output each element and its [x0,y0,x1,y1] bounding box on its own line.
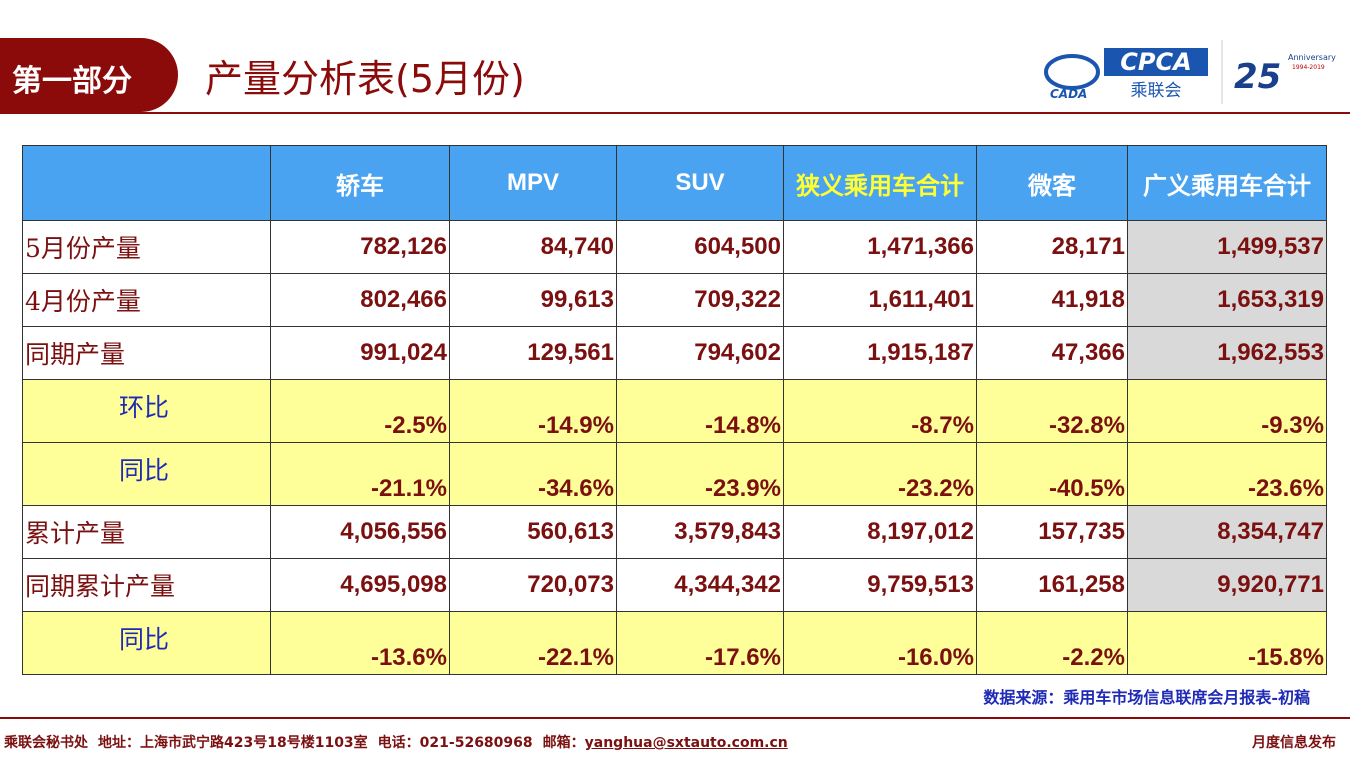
value-cell: -15.8% [1127,611,1327,675]
corner-cell [22,145,271,221]
row-label: 同期产量 [22,326,271,380]
column-header: 轿车 [270,145,450,221]
table-row: 同比 -13.6% -22.1% -17.6% -16.0% -2.2% -15.8% [22,611,1327,675]
value-cell: -17.6% [616,611,784,675]
footer-address: 地址：上海市武宁路423号18号楼1103室 [98,735,368,751]
value-cell: 709,322 [616,273,784,327]
value-cell: -9.3% [1127,379,1327,443]
table-row: 同比 -21.1% -34.6% -23.9% -23.2% -40.5% -23.6% [22,442,1327,506]
header-rule [0,112,1350,114]
value-cell: 794,602 [616,326,784,380]
row-label: 同比 [22,442,271,506]
value-cell: 9,759,513 [783,558,977,612]
value-cell: 4,056,556 [270,505,450,559]
section-label: 第一部分 [12,64,132,99]
value-cell: 802,466 [270,273,450,327]
row-label: 同期累计产量 [22,558,271,612]
logo-number: 25 [1234,57,1281,97]
value-cell: 8,354,747 [1127,505,1327,559]
footer-phone: 电话：021-52680968 [377,735,533,751]
value-cell: 47,366 [976,326,1128,380]
value-cell: -34.6% [449,442,617,506]
value-cell: 1,499,537 [1127,220,1327,274]
value-cell: -8.7% [783,379,977,443]
value-cell: -40.5% [976,442,1128,506]
value-cell: 4,344,342 [616,558,784,612]
table-row: 同期产量 991,024 129,561 794,602 1,915,187 47,366… [22,326,1327,380]
footer-org: 乘联会秘书处 [4,735,88,751]
value-cell: -23.2% [783,442,977,506]
value-cell: 1,611,401 [783,273,977,327]
page-title: 产量分析表(5月份) [205,57,525,101]
value-cell: 161,258 [976,558,1128,612]
row-label: 5月份产量 [22,220,271,274]
value-cell: 4,695,098 [270,558,450,612]
value-cell: -21.1% [270,442,450,506]
section-tab: 第一部分 [0,38,178,112]
value-cell: 8,197,012 [783,505,977,559]
value-cell: -23.9% [616,442,784,506]
value-cell: -13.6% [270,611,450,675]
footer-right: 月度信息发布 [1252,735,1336,751]
value-cell: -14.8% [616,379,784,443]
production-table: 轿车 MPV SUV 狭义乘用车合计 微客 广义乘用车合计 5月份产量 782,126 84,7… [22,145,1327,675]
value-cell: 129,561 [449,326,617,380]
table-row: 5月份产量 782,126 84,740 604,500 1,471,366 28,171… [22,220,1327,274]
value-cell: 782,126 [270,220,450,274]
value-cell: -14.9% [449,379,617,443]
value-cell: -2.2% [976,611,1128,675]
value-cell: -32.8% [976,379,1128,443]
value-cell: 41,918 [976,273,1128,327]
logo-cada: CADA [1050,87,1087,101]
column-header: 微客 [976,145,1128,221]
footer-email[interactable]: yanghua@sxtauto.com.cn [584,735,788,751]
column-header: MPV [449,145,617,221]
column-header: SUV [616,145,784,221]
row-label: 4月份产量 [22,273,271,327]
value-cell: 604,500 [616,220,784,274]
table-row: 4月份产量 802,466 99,613 709,322 1,611,401 41,918… [22,273,1327,327]
header-row: 轿车 MPV SUV 狭义乘用车合计 微客 广义乘用车合计 [22,145,1327,221]
row-label: 同比 [22,611,271,675]
logo-cpca: CPCA [1120,48,1191,76]
logo: CADA CPCA 乘联会 25 Anniversary 1994-2019 [1044,40,1336,104]
value-cell: 3,579,843 [616,505,784,559]
column-header: 广义乘用车合计 [1127,145,1327,221]
logo-mark [1044,54,1100,90]
value-cell: 991,024 [270,326,450,380]
table-row: 累计产量 4,056,556 560,613 3,579,843 8,197,012 15… [22,505,1327,559]
value-cell: 9,920,771 [1127,558,1327,612]
value-cell: 1,962,553 [1127,326,1327,380]
footer-email-label: 邮箱： [542,735,585,751]
value-cell: -2.5% [270,379,450,443]
value-cell: 720,073 [449,558,617,612]
footer-rule [0,717,1350,719]
logo-box [1104,48,1208,76]
value-cell: 157,735 [976,505,1128,559]
source-note: 数据来源：乘用车市场信息联席会月报表-初稿 [983,688,1310,707]
footer: 乘联会秘书处 地址：上海市武宁路423号18号楼1103室 电话：021-52680… [4,732,798,752]
table-row: 环比 -2.5% -14.9% -14.8% -8.7% -32.8% -9.3% [22,379,1327,443]
value-cell: 1,471,366 [783,220,977,274]
row-label: 累计产量 [22,505,271,559]
value-cell: 99,613 [449,273,617,327]
value-cell: 1,915,187 [783,326,977,380]
value-cell: -23.6% [1127,442,1327,506]
value-cell: 84,740 [449,220,617,274]
column-header: 狭义乘用车合计 [783,145,977,221]
logo-years: 1994-2019 [1292,64,1325,71]
value-cell: -16.0% [783,611,977,675]
value-cell: -22.1% [449,611,617,675]
value-cell: 1,653,319 [1127,273,1327,327]
logo-anniversary: Anniversary [1288,53,1336,62]
value-cell: 28,171 [976,220,1128,274]
table-row: 同期累计产量 4,695,098 720,073 4,344,342 9,759,513… [22,558,1327,612]
row-label: 环比 [22,379,271,443]
logo-org: 乘联会 [1131,81,1182,101]
value-cell: 560,613 [449,505,617,559]
